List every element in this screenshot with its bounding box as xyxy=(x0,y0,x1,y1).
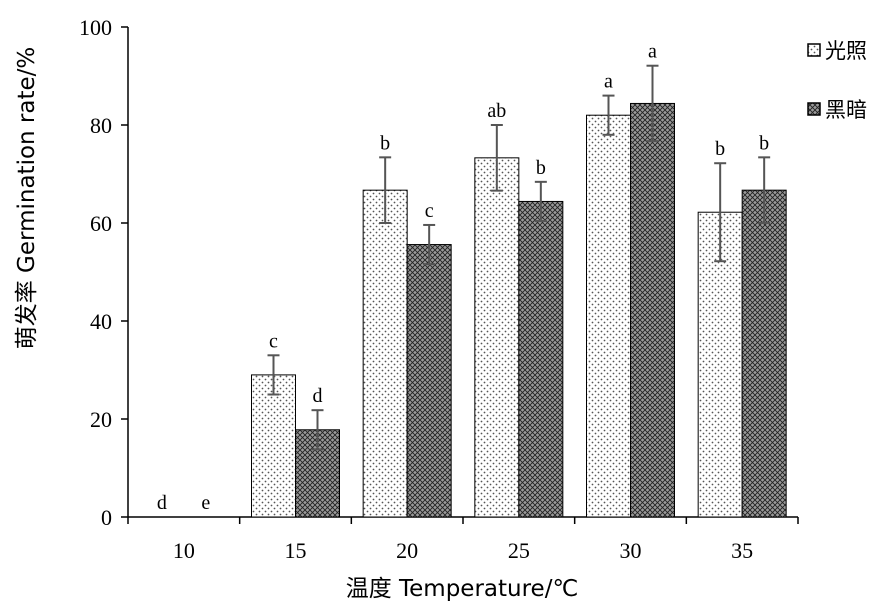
significance-label: d xyxy=(313,385,323,407)
legend-label: 黑暗 xyxy=(825,98,867,122)
significance-label: c xyxy=(425,200,434,222)
significance-label: e xyxy=(201,492,210,514)
legend-label: 光照 xyxy=(825,39,867,63)
y-tick-label: 20 xyxy=(90,407,112,432)
significance-label: b xyxy=(380,132,390,154)
bar xyxy=(406,244,452,518)
y-axis: 0 20 40 60 80 100 xyxy=(79,15,129,530)
bar xyxy=(474,157,520,518)
legend-swatch xyxy=(807,43,821,57)
x-tick-label: 20 xyxy=(396,538,418,563)
x-tick-label: 35 xyxy=(731,538,753,563)
y-tick-label: 100 xyxy=(79,15,112,40)
significance-label: a xyxy=(604,71,613,93)
significance-label: c xyxy=(269,330,278,352)
bar xyxy=(518,200,564,518)
significance-label: b xyxy=(536,157,546,179)
y-tick-label: 0 xyxy=(101,505,112,530)
significance-label: b xyxy=(759,132,769,154)
significance-label: ab xyxy=(487,100,506,122)
y-tick-label: 80 xyxy=(90,113,112,138)
bar xyxy=(362,189,408,518)
y-tick-label: 60 xyxy=(90,211,112,236)
legend-swatch xyxy=(807,102,821,116)
y-tick-label: 40 xyxy=(90,309,112,334)
significance-label: a xyxy=(648,41,657,63)
x-tick-label: 10 xyxy=(173,538,195,563)
y-axis-title: 萌发率 Germination rate/% xyxy=(14,47,40,350)
significance-label: b xyxy=(715,138,725,160)
bar xyxy=(630,102,675,518)
significance-label: d xyxy=(157,492,167,514)
x-axis: 10 15 20 25 30 35 xyxy=(127,516,799,563)
bar xyxy=(741,189,787,518)
x-tick-label: 15 xyxy=(285,538,307,563)
x-tick-label: 25 xyxy=(508,538,530,563)
x-tick-label: 30 xyxy=(620,538,642,563)
bar xyxy=(251,374,296,518)
x-axis-title: 温度 Temperature/℃ xyxy=(346,576,579,602)
bar xyxy=(586,114,631,518)
